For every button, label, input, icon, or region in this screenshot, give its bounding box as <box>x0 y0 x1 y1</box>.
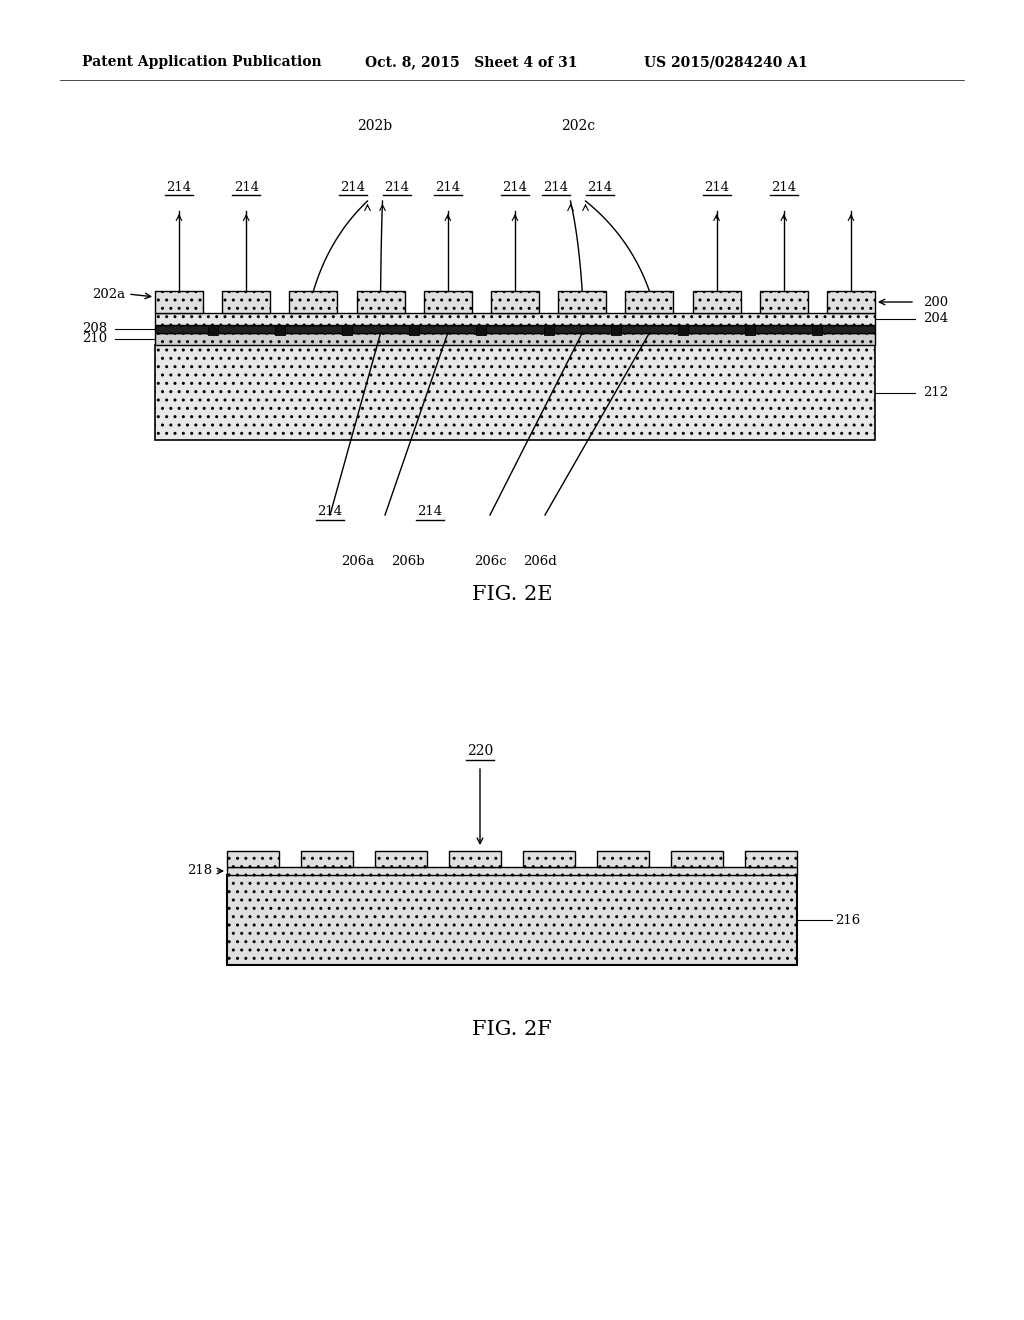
Bar <box>745 325 756 335</box>
Text: 214: 214 <box>418 506 442 517</box>
Text: 200: 200 <box>923 296 948 309</box>
Text: 214: 214 <box>588 181 612 194</box>
Text: 206b: 206b <box>391 554 425 568</box>
Bar <box>208 325 217 335</box>
Bar <box>449 851 501 867</box>
Bar <box>155 333 874 345</box>
Bar <box>597 851 649 867</box>
Text: 214: 214 <box>340 181 366 194</box>
Bar <box>356 290 404 313</box>
Bar <box>222 290 270 313</box>
Text: 214: 214 <box>167 181 191 194</box>
Bar <box>375 851 427 867</box>
Text: 206c: 206c <box>474 554 506 568</box>
Text: 214: 214 <box>503 181 527 194</box>
Bar <box>301 851 353 867</box>
Bar <box>155 290 203 313</box>
Text: 220: 220 <box>467 744 494 758</box>
Bar <box>745 851 797 867</box>
Bar <box>227 875 797 965</box>
Text: 214: 214 <box>771 181 797 194</box>
Text: 204: 204 <box>923 313 948 326</box>
Text: 202b: 202b <box>357 119 392 133</box>
Bar <box>827 290 874 313</box>
Text: 214: 214 <box>384 181 410 194</box>
Bar <box>290 290 337 313</box>
Bar <box>476 325 486 335</box>
Bar <box>812 325 822 335</box>
Text: FIG. 2F: FIG. 2F <box>472 1020 552 1039</box>
Text: 214: 214 <box>233 181 259 194</box>
Text: 206a: 206a <box>341 554 375 568</box>
Text: Oct. 8, 2015   Sheet 4 of 31: Oct. 8, 2015 Sheet 4 of 31 <box>365 55 578 69</box>
Bar <box>155 313 874 325</box>
Text: 210: 210 <box>82 333 106 346</box>
Bar <box>760 290 808 313</box>
Text: 206d: 206d <box>523 554 557 568</box>
Text: 216: 216 <box>835 913 860 927</box>
Text: 214: 214 <box>317 506 343 517</box>
Text: US 2015/0284240 A1: US 2015/0284240 A1 <box>644 55 808 69</box>
Bar <box>155 345 874 440</box>
Bar <box>342 325 352 335</box>
Bar <box>523 851 575 867</box>
Bar <box>610 325 621 335</box>
Text: 212: 212 <box>923 385 948 399</box>
Bar <box>558 290 606 313</box>
Text: 218: 218 <box>186 865 212 878</box>
Bar <box>227 851 279 867</box>
Text: FIG. 2E: FIG. 2E <box>472 585 552 605</box>
Bar <box>155 325 874 333</box>
Bar <box>544 325 554 335</box>
Text: 202a: 202a <box>92 288 125 301</box>
Bar <box>678 325 688 335</box>
Text: 214: 214 <box>435 181 461 194</box>
Text: 208: 208 <box>82 322 106 335</box>
Text: 214: 214 <box>705 181 729 194</box>
Bar <box>626 290 674 313</box>
Bar <box>410 325 419 335</box>
Bar <box>274 325 285 335</box>
Bar <box>671 851 723 867</box>
Text: Patent Application Publication: Patent Application Publication <box>82 55 322 69</box>
Bar <box>490 290 539 313</box>
Bar <box>227 867 797 875</box>
Text: 202c: 202c <box>561 119 595 133</box>
Bar <box>692 290 740 313</box>
Bar <box>424 290 472 313</box>
Text: 214: 214 <box>544 181 568 194</box>
